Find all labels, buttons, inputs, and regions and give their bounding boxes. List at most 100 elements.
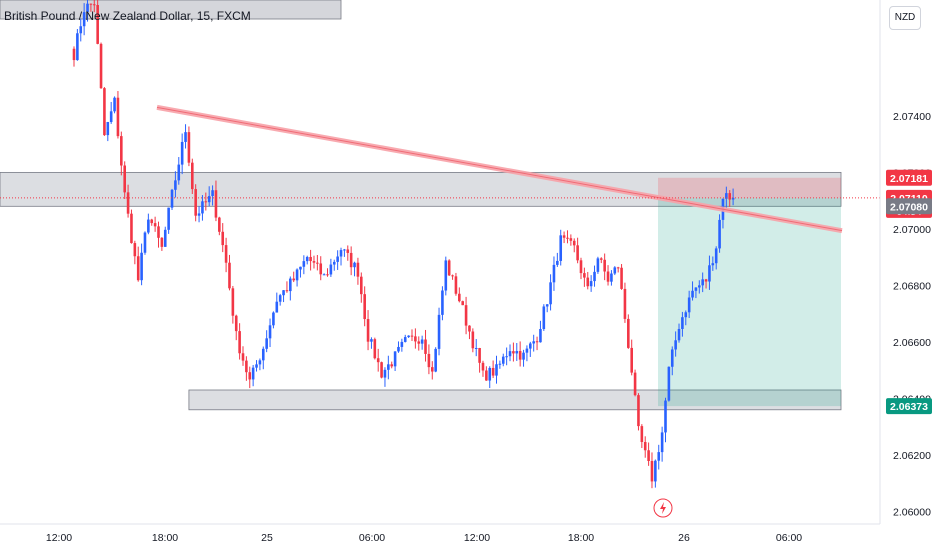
- x-tick-label: 12:00: [464, 532, 490, 544]
- candle: [150, 218, 154, 226]
- candle: [539, 320, 542, 343]
- candle-body: [430, 367, 434, 372]
- candle: [157, 221, 160, 248]
- candle-body: [289, 278, 292, 292]
- currency-selector-button[interactable]: NZD: [889, 6, 921, 30]
- candle-body: [407, 335, 410, 338]
- candle: [518, 341, 522, 367]
- candle-body: [539, 329, 542, 343]
- candle: [234, 314, 238, 341]
- candle-body: [640, 426, 644, 443]
- candle-body: [123, 165, 126, 193]
- candle-body: [532, 341, 535, 344]
- candle-body: [140, 252, 143, 281]
- candle: [485, 366, 488, 381]
- candle: [201, 195, 204, 221]
- candle-body: [207, 196, 211, 203]
- candle-body: [390, 364, 394, 367]
- sr-zone: [188, 389, 842, 411]
- candle-body: [228, 262, 231, 289]
- candle: [285, 281, 289, 293]
- candle-body: [157, 226, 160, 238]
- candle-body: [363, 294, 366, 320]
- candle-body: [255, 364, 258, 368]
- candle-body: [187, 132, 191, 163]
- candle: [103, 87, 106, 136]
- candle: [708, 255, 711, 290]
- candle-body: [650, 460, 654, 482]
- candle: [410, 329, 414, 342]
- candle-body: [180, 141, 184, 165]
- candle: [295, 268, 299, 287]
- y-tick-label: 2.06000: [893, 507, 931, 519]
- candle-body: [495, 364, 498, 376]
- candle: [174, 171, 177, 198]
- candle-body: [356, 262, 360, 277]
- candle-body: [353, 262, 356, 268]
- candle: [349, 246, 353, 276]
- candle-body: [319, 263, 323, 275]
- candle: [339, 247, 343, 266]
- candle-body: [89, 3, 93, 5]
- candle: [136, 246, 140, 282]
- candle-body: [498, 363, 502, 365]
- candle-body: [701, 279, 704, 286]
- candle-body: [478, 348, 481, 363]
- candle-body: [86, 3, 89, 13]
- candle: [610, 270, 613, 286]
- candle-body: [643, 442, 647, 451]
- candle: [366, 310, 370, 351]
- candle-body: [116, 97, 120, 137]
- candle: [224, 237, 228, 273]
- candle: [82, 3, 86, 36]
- candle-body: [569, 238, 573, 241]
- candle-body: [106, 122, 110, 136]
- candle: [177, 157, 181, 185]
- candle: [79, 18, 83, 42]
- candle: [194, 184, 197, 222]
- candle: [616, 266, 620, 273]
- candle: [508, 344, 512, 362]
- candle-body: [150, 219, 154, 224]
- candle-body: [606, 271, 610, 282]
- candle-body: [589, 281, 593, 287]
- x-tick-label: 06:00: [359, 532, 385, 544]
- candle: [643, 436, 647, 458]
- candle-body: [508, 351, 512, 357]
- candle-body: [670, 349, 674, 367]
- candle: [248, 366, 252, 389]
- x-tick-label: 12:00: [46, 532, 72, 544]
- candle-body: [336, 256, 339, 262]
- candle: [417, 336, 421, 351]
- candle: [130, 209, 133, 244]
- candle-body: [126, 192, 130, 214]
- candle-body: [471, 331, 475, 349]
- candle: [677, 323, 681, 343]
- candle: [72, 46, 76, 67]
- candle: [488, 366, 492, 389]
- candle-body: [698, 285, 701, 288]
- candle-body: [616, 267, 620, 269]
- candle: [694, 287, 698, 299]
- candle: [718, 214, 721, 253]
- candle: [207, 186, 211, 207]
- candle: [434, 347, 437, 373]
- candle-body: [113, 97, 116, 112]
- candle: [660, 426, 664, 462]
- candle: [360, 272, 363, 303]
- candle: [458, 287, 461, 303]
- candle-body: [542, 306, 546, 330]
- candle: [566, 230, 569, 244]
- candle: [556, 252, 559, 267]
- candle: [326, 268, 329, 277]
- candle-body: [383, 369, 387, 378]
- candle-body: [234, 315, 238, 332]
- candle-body: [275, 301, 279, 313]
- candle-body: [518, 351, 522, 360]
- candle-body: [545, 304, 549, 307]
- candle-body: [261, 348, 265, 361]
- candle: [623, 282, 627, 323]
- candle-body: [82, 12, 86, 27]
- candle: [650, 452, 654, 489]
